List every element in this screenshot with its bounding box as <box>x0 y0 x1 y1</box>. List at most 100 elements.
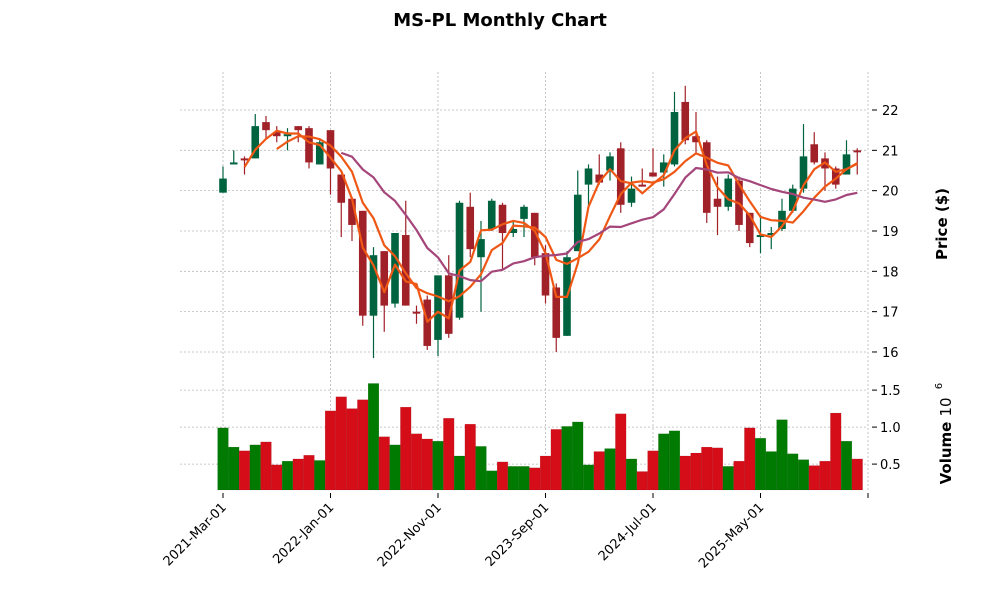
volume-bar <box>765 451 777 491</box>
volume-bar <box>711 447 724 491</box>
volume-bar <box>389 444 401 491</box>
volume-bar <box>647 450 659 491</box>
candle-body <box>745 212 754 244</box>
volume-bar <box>432 440 444 491</box>
candle-body <box>810 144 819 163</box>
candle-body <box>487 200 496 229</box>
candle-body <box>692 136 700 143</box>
volume-bar <box>550 429 562 491</box>
price-tick-label: 21 <box>882 144 899 159</box>
volume-bar <box>421 438 433 491</box>
candle-body <box>509 228 518 234</box>
volume-bar <box>228 446 240 491</box>
candles <box>219 85 862 359</box>
moving-average-line-ma12 <box>340 151 858 283</box>
volume-bar <box>668 430 681 491</box>
volume-bar <box>292 458 304 491</box>
volume-bar <box>776 419 788 491</box>
volume-bar <box>830 412 842 491</box>
candle-body <box>853 150 862 153</box>
candle-body <box>219 178 227 193</box>
volume-bar <box>271 464 283 491</box>
price-tick-label: 17 <box>882 306 899 321</box>
candle-body <box>498 204 507 234</box>
volume-bar <box>808 465 820 491</box>
volume-bar <box>475 446 487 491</box>
candle-body <box>541 253 550 296</box>
candle-body <box>326 130 335 169</box>
volume-bar <box>324 410 337 491</box>
volume-tick-label: 0.5 <box>880 458 901 473</box>
candle-body <box>520 206 528 219</box>
candle-body <box>799 156 808 189</box>
volume-tick-label: 1.0 <box>880 421 901 436</box>
candle-body <box>638 184 647 187</box>
candle-body <box>713 198 722 207</box>
axes: 16 17 18 19 20 21 22 0.5 1.0 1.5 2021-Mar-01 2022-J… <box>161 104 901 571</box>
candle-body <box>380 251 389 306</box>
candle-body <box>659 162 668 173</box>
volume-bar <box>238 450 251 491</box>
volume-bar <box>464 423 476 491</box>
volume-bar <box>281 460 294 491</box>
volume-bar <box>357 399 369 491</box>
volume-bar <box>593 451 605 491</box>
volume-scale-exponent: 6 <box>934 383 945 389</box>
candle-body <box>584 168 593 185</box>
candle-body <box>434 275 442 340</box>
moving-averages <box>243 129 858 323</box>
volume-bar <box>303 454 315 491</box>
volume-bar <box>690 452 702 491</box>
candle-body <box>337 174 346 203</box>
x-tick-label: 2025-May-01 <box>696 500 767 571</box>
volume-bar <box>797 459 810 491</box>
volume-bar <box>679 455 691 491</box>
candle-body <box>348 198 356 225</box>
candle-body <box>251 126 260 159</box>
volume-bar <box>314 460 326 491</box>
candle-body <box>552 287 561 338</box>
candle-body <box>272 132 281 137</box>
x-tick-label: 2021-Mar-01 <box>161 500 230 569</box>
price-tick-label: 16 <box>882 346 899 361</box>
volume-bar <box>625 458 638 491</box>
volume-bar <box>410 433 423 491</box>
candle-body <box>670 112 679 165</box>
volume-bar <box>217 427 229 491</box>
candle-body <box>616 148 625 205</box>
candle-body <box>724 178 733 207</box>
x-tick-label: 2024-Jul-01 <box>596 500 660 564</box>
volume-bar <box>701 446 713 491</box>
candle-body <box>283 134 292 137</box>
volume-bar <box>851 458 863 491</box>
candle-body <box>401 235 410 306</box>
volume-bar <box>722 466 734 491</box>
volume-bar <box>260 441 272 491</box>
x-tick-label: 2022-Jan-01 <box>270 500 337 567</box>
price-axis-label: Price ($) <box>933 188 951 260</box>
volume-bar <box>539 455 552 491</box>
candle-body <box>649 172 657 177</box>
x-tick-label: 2023-Sep-01 <box>483 500 553 570</box>
volume-bar <box>367 383 380 491</box>
candle-body <box>627 188 636 203</box>
volume-bar <box>335 396 347 491</box>
volume-bar <box>744 427 756 491</box>
candle-body <box>842 154 851 175</box>
candle-body <box>756 235 765 238</box>
candle-body <box>358 210 367 316</box>
price-tick-label: 22 <box>882 104 899 119</box>
candle-body <box>444 275 453 334</box>
chart-title: MS-PL Monthly Chart <box>393 10 607 31</box>
grid-lines <box>180 72 869 490</box>
volume-bars <box>217 383 863 491</box>
volume-bar <box>443 417 455 491</box>
volume-bar <box>582 464 595 491</box>
volume-bar <box>346 408 358 491</box>
candle-body <box>315 142 324 165</box>
candle-body <box>229 162 238 165</box>
volume-bar <box>496 461 509 491</box>
volume-bar <box>486 470 498 491</box>
candle-body <box>262 122 270 131</box>
